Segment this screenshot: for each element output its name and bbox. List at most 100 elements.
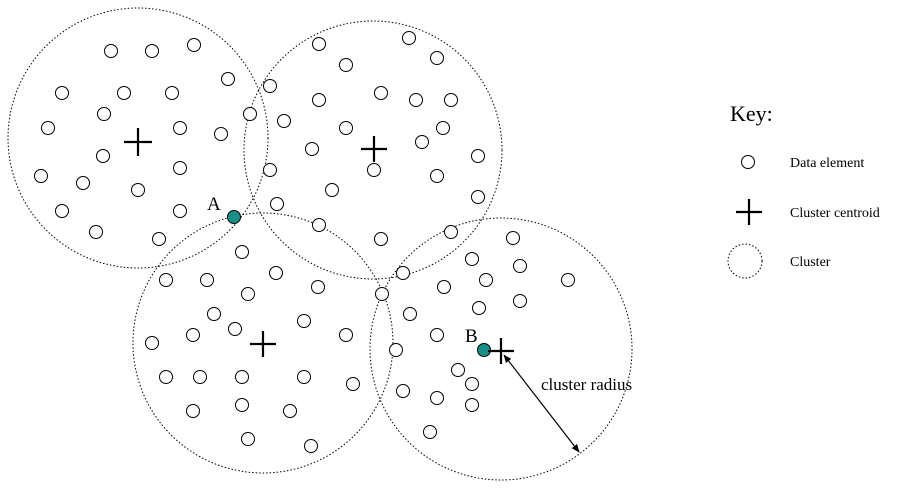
data-element — [145, 44, 159, 58]
data-element — [117, 86, 131, 100]
data-element — [465, 252, 479, 266]
data-element — [173, 204, 187, 218]
data-element — [186, 404, 200, 418]
data-element — [430, 328, 444, 342]
data-element — [235, 370, 249, 384]
data-element — [339, 58, 353, 72]
data-element — [165, 86, 179, 100]
cluster-centroid-icon — [361, 136, 387, 162]
cluster-radius-label: cluster radius — [541, 375, 632, 394]
data-element — [312, 218, 326, 232]
data-element — [561, 273, 575, 287]
centroids — [124, 128, 387, 357]
data-element — [312, 37, 326, 51]
cluster-radius-arrow — [503, 354, 580, 453]
data-element-icon — [741, 155, 755, 169]
data-element — [159, 370, 173, 384]
data-element — [444, 225, 458, 239]
legend-item-data-element: Data element — [790, 156, 864, 171]
data-element — [131, 183, 145, 197]
data-element — [243, 107, 257, 121]
data-element — [465, 377, 479, 391]
data-element — [55, 204, 69, 218]
data-element — [367, 163, 381, 177]
data-element — [297, 314, 311, 328]
data-element — [241, 287, 255, 301]
data-element — [339, 121, 353, 135]
data-element — [513, 259, 527, 273]
data-element — [76, 176, 90, 190]
data-element — [241, 432, 255, 446]
data-element — [374, 232, 388, 246]
data-element — [235, 398, 249, 412]
data-element — [430, 169, 444, 183]
cluster-centroid-icon — [736, 199, 762, 225]
legend-item-cluster-centroid: Cluster centroid — [790, 206, 880, 221]
data-element — [409, 93, 423, 107]
data-element — [96, 149, 110, 163]
point-b-label: B — [465, 326, 478, 347]
data-element — [152, 232, 166, 246]
data-element — [325, 183, 339, 197]
data-element — [451, 363, 465, 377]
data-element — [55, 86, 69, 100]
data-element — [104, 44, 118, 58]
cluster-centroid-icon — [124, 128, 152, 156]
point-a-label: A — [207, 194, 221, 215]
data-element — [270, 197, 284, 211]
data-element — [200, 273, 214, 287]
data-element — [374, 86, 388, 100]
data-element — [187, 38, 201, 52]
point-a-marker — [227, 210, 241, 224]
data-element — [312, 93, 326, 107]
data-element — [402, 31, 416, 45]
data-element — [479, 273, 493, 287]
data-element — [472, 301, 486, 315]
data-element — [415, 135, 429, 149]
data-element — [346, 377, 360, 391]
data-element — [305, 142, 319, 156]
data-elements — [34, 31, 575, 453]
clusters — [7, 7, 633, 481]
data-element — [221, 72, 235, 86]
legend-item-cluster: Cluster — [790, 255, 831, 270]
data-element — [193, 370, 207, 384]
data-element — [396, 266, 410, 280]
data-element — [423, 425, 437, 439]
data-element — [34, 169, 48, 183]
data-element — [207, 307, 221, 321]
data-element — [228, 322, 242, 336]
data-element — [389, 343, 403, 357]
data-element — [145, 336, 159, 350]
data-element — [403, 307, 417, 321]
data-element — [430, 51, 444, 65]
data-element — [186, 328, 200, 342]
cluster-centroid-icon — [250, 331, 276, 357]
data-element — [235, 245, 249, 259]
data-element — [506, 231, 520, 245]
cluster-top-right — [243, 20, 503, 280]
data-element — [41, 121, 55, 135]
legend: Key: Data element Cluster centroid Clust… — [727, 101, 880, 279]
cluster-icon — [727, 243, 763, 279]
cluster-top-left — [7, 7, 269, 269]
data-element — [396, 384, 410, 398]
cluster-bottom-left — [132, 212, 394, 474]
data-element — [339, 328, 353, 342]
data-element — [283, 404, 297, 418]
data-element — [471, 190, 485, 204]
data-element — [263, 163, 277, 177]
data-element — [89, 225, 103, 239]
data-element — [465, 398, 479, 412]
data-element — [269, 266, 283, 280]
data-element — [513, 294, 527, 308]
data-element — [173, 161, 187, 175]
data-element — [437, 280, 451, 294]
data-element — [297, 370, 311, 384]
data-element — [304, 439, 318, 453]
data-element — [444, 93, 458, 107]
data-element — [97, 107, 111, 121]
data-element — [375, 287, 389, 301]
cluster-bottom-right — [369, 217, 633, 481]
